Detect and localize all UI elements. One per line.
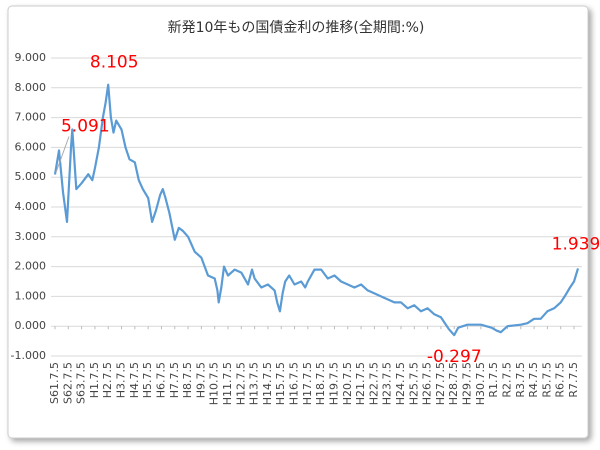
x-tick-label: H12.7.5 (234, 362, 247, 405)
x-tick-label: H29.7.5 (461, 362, 474, 405)
x-tick-label: H3.7.5 (115, 362, 128, 398)
x-tick-label: H13.7.5 (248, 362, 261, 405)
chart-title: 新発10年もの国債金利の推移(全期間:%) (168, 19, 425, 36)
x-tick-label: H11.7.5 (221, 362, 234, 405)
x-tick-label: H30.7.5 (474, 362, 487, 405)
y-tick-label: 8.000 (15, 81, 47, 94)
y-tick-label: 0.000 (15, 319, 47, 332)
x-tick-label: H7.7.5 (168, 362, 181, 398)
y-tick-label: 5.000 (15, 170, 47, 183)
x-tick-label: R6.7.5 (554, 362, 567, 398)
x-tick-label: H6.7.5 (154, 362, 167, 398)
y-tick-label: 4.000 (15, 200, 47, 213)
y-tick-label: 9.000 (15, 51, 47, 64)
x-tick-label: H15.7.5 (274, 362, 287, 405)
y-tick-label: 3.000 (15, 230, 47, 243)
x-tick-label: H21.7.5 (354, 362, 367, 405)
annotation: 1.939 (552, 234, 600, 254)
x-tick-label: S61.7.5 (48, 362, 61, 404)
y-tick-label: 7.000 (15, 111, 47, 124)
annotation: -0.297 (427, 347, 482, 367)
x-tick-label: H5.7.5 (141, 362, 154, 398)
x-tick-label: H23.7.5 (381, 362, 394, 405)
y-tick-label: 6.000 (15, 140, 47, 153)
x-tick-label: R3.7.5 (514, 362, 527, 398)
x-tick-label: H10.7.5 (208, 362, 221, 405)
x-tick-label: H1.7.5 (88, 362, 101, 398)
y-tick-label: -1.000 (11, 349, 46, 362)
x-tick-label: H19.7.5 (327, 362, 340, 405)
x-tick-label: R2.7.5 (500, 362, 513, 398)
x-tick-label: H20.7.5 (341, 362, 354, 405)
x-tick-label: H4.7.5 (128, 362, 141, 398)
leader-line (55, 136, 70, 173)
x-tick-label: H8.7.5 (181, 362, 194, 398)
annotation: 5.091 (61, 116, 110, 136)
x-tick-label: R7.7.5 (567, 362, 580, 398)
x-tick-label: H2.7.5 (101, 362, 114, 398)
x-tick-label: H28.7.5 (447, 362, 460, 405)
x-tick-label: R1.7.5 (487, 362, 500, 398)
chart-frame (7, 5, 589, 439)
y-tick-label: 2.000 (15, 260, 47, 273)
x-tick-label: H27.7.5 (434, 362, 447, 405)
x-tick-label: H14.7.5 (261, 362, 274, 405)
x-tick-label: H18.7.5 (314, 362, 327, 405)
x-tick-label: H16.7.5 (288, 362, 301, 405)
annotation: 8.105 (90, 53, 139, 73)
y-tick-label: 1.000 (15, 289, 47, 302)
x-tick-label: H24.7.5 (394, 362, 407, 405)
x-tick-label: S63.7.5 (75, 362, 88, 404)
x-tick-label: R4.7.5 (527, 362, 540, 398)
x-tick-label: H17.7.5 (301, 362, 314, 405)
x-tick-label: H22.7.5 (367, 362, 380, 405)
x-tick-label: H25.7.5 (407, 362, 420, 405)
x-tick-label: S62.7.5 (61, 362, 74, 404)
line-series (53, 83, 580, 337)
x-tick-label: H26.7.5 (421, 362, 434, 405)
x-tick-label: H9.7.5 (194, 362, 207, 398)
x-tick-label: R5.7.5 (540, 362, 553, 398)
